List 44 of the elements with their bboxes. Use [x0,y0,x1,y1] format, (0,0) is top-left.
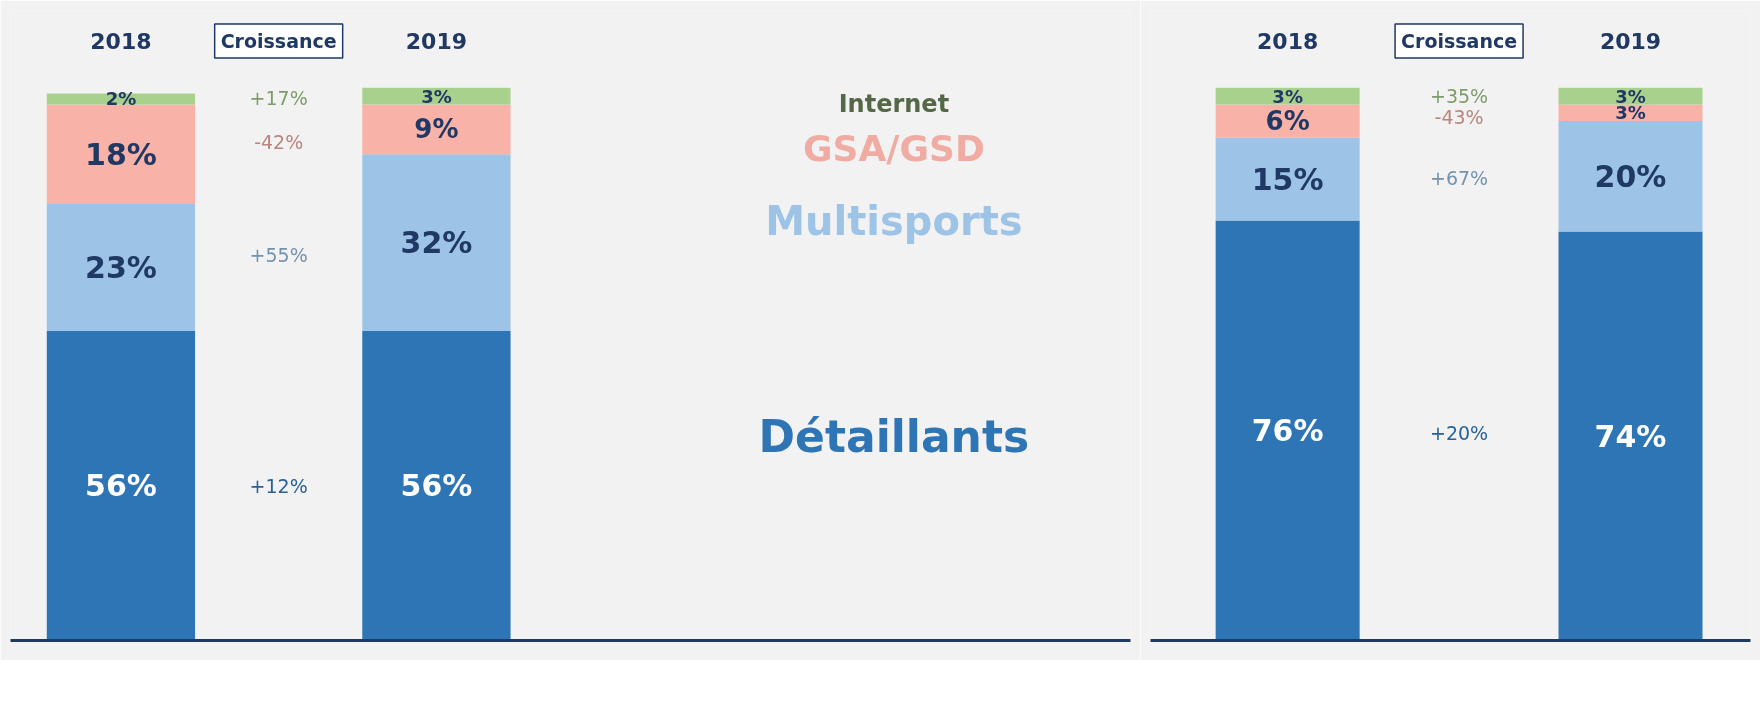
bar [1558,104,1703,122]
data-label: 76% [1251,413,1324,448]
bar [1215,220,1360,641]
annotation: +67% [1430,166,1489,189]
annotation: -43% [1434,105,1484,128]
bar [362,331,511,641]
data-label: 74% [1594,418,1667,454]
bar [1558,121,1703,232]
bar [1558,231,1703,641]
bar [362,154,511,332]
annotation: +35% [1430,85,1489,108]
bar [46,331,196,641]
data-label: 9% [414,114,459,145]
bar [362,104,511,155]
data-label: 3% [1272,85,1303,107]
bar [1215,104,1360,138]
data-label: 3% [421,85,452,107]
annotation: +12% [249,474,308,497]
text: GSA/GSD [802,128,985,170]
data-label: 56% [400,468,473,504]
data-label: 15% [1251,161,1324,197]
annotation: -42% [254,130,304,153]
data-label: 32% [400,225,473,261]
x-tick-label: 2018 [1257,28,1319,54]
bar [46,203,196,332]
x-tick-label: 2019 [405,28,468,54]
data-label: 56% [85,468,157,504]
bar [46,104,196,204]
bar [1215,137,1360,221]
data-label: 6% [1265,106,1310,137]
data-label: 18% [85,136,157,172]
x-tick-label: 2018 [90,28,152,54]
data-label: 2% [105,88,137,110]
data-label: 20% [1594,158,1667,194]
annotation: +55% [249,244,308,267]
annotation: +17% [249,86,308,109]
x-tick-label: 2019 [1599,28,1662,54]
text: Croissance [220,29,337,52]
annotation: +20% [1430,422,1489,445]
data-label: 23% [85,249,157,285]
text: Internet [838,90,950,119]
text: Multisports [765,197,1023,244]
text: Détaillants [758,410,1030,462]
text: Croissance [1401,29,1518,52]
